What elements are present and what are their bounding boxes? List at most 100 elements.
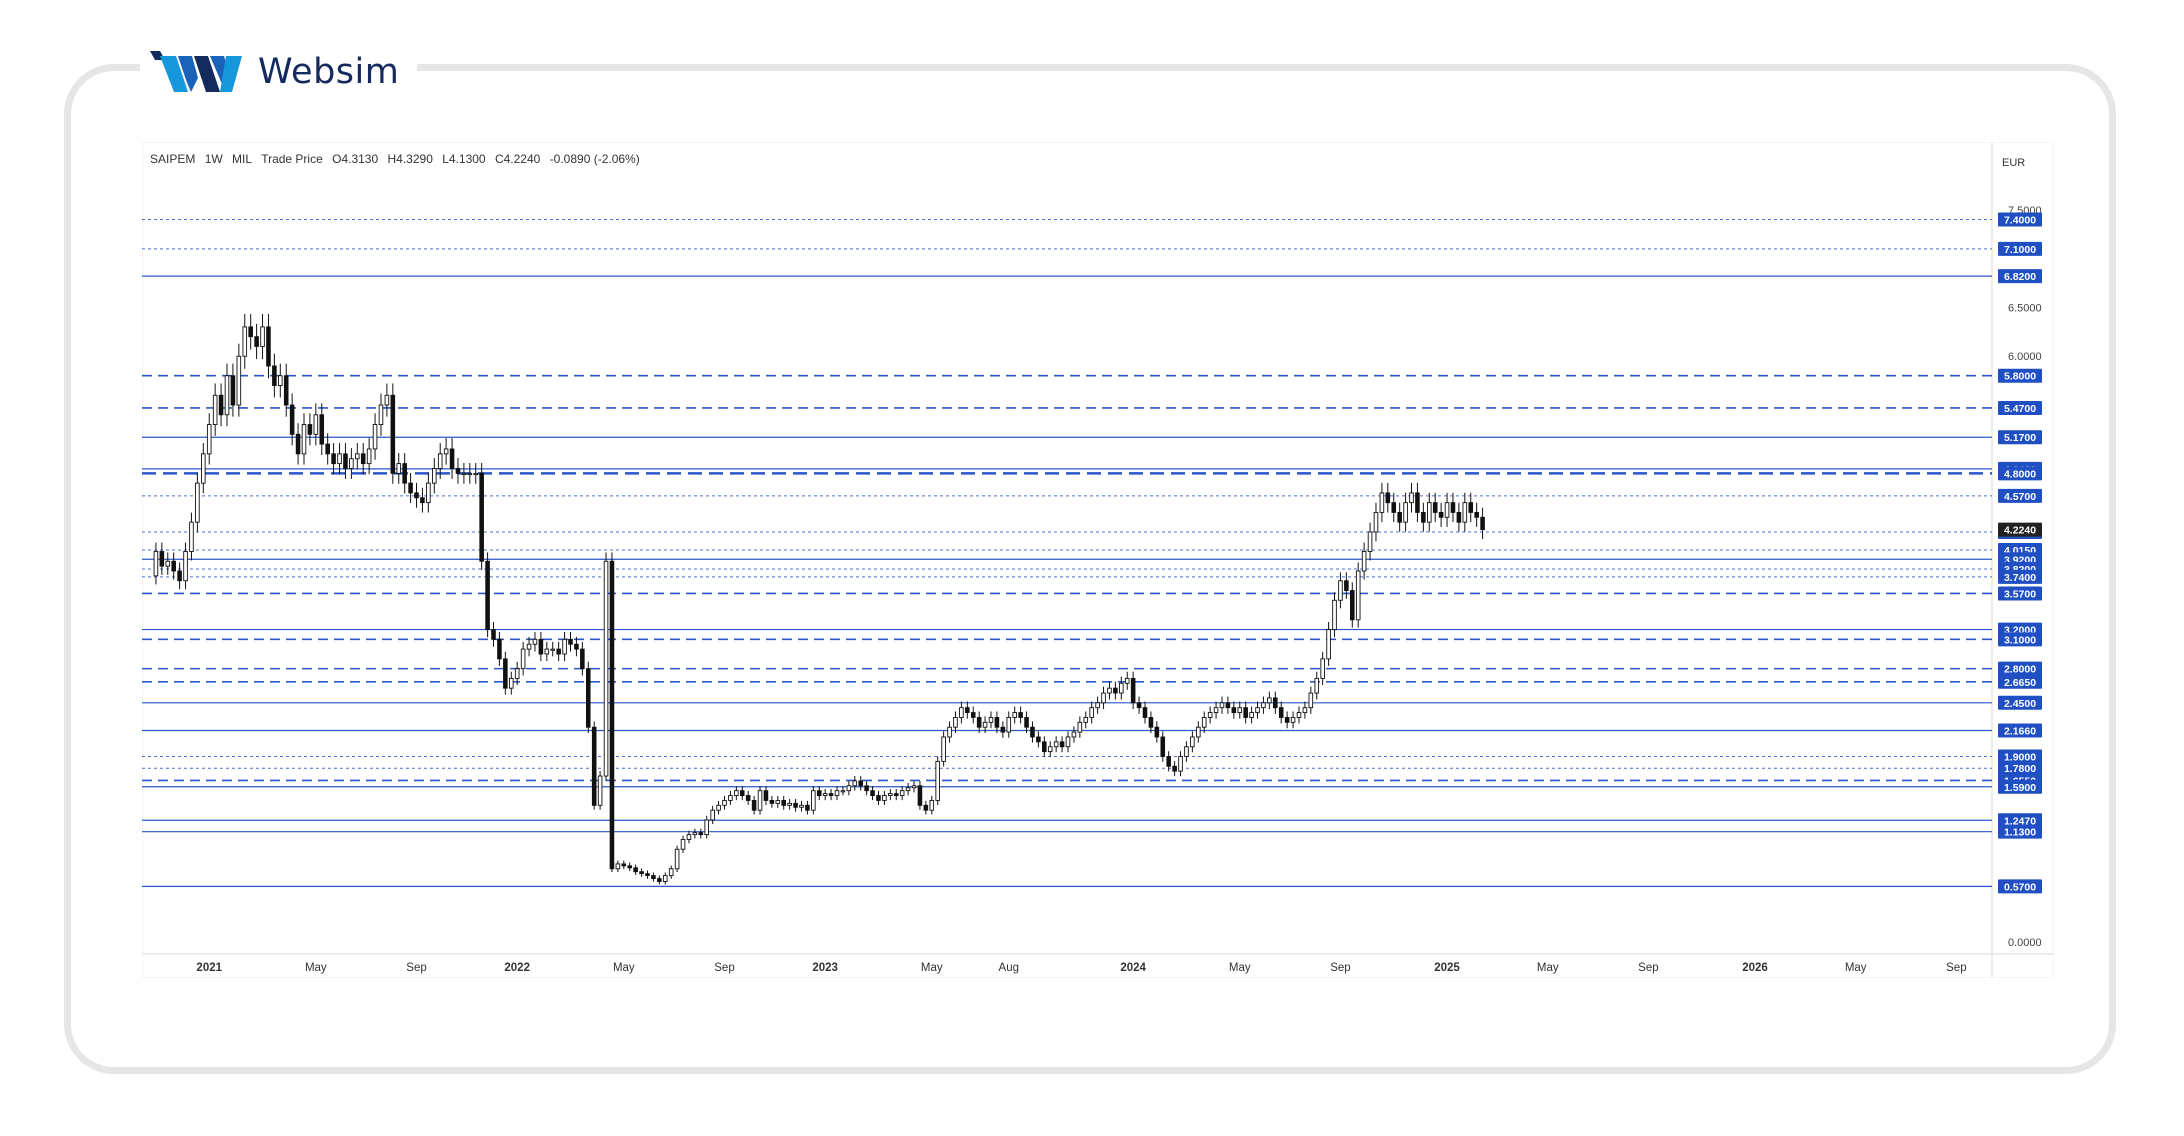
candle-body: [970, 712, 976, 718]
candle-body: [888, 793, 893, 797]
level-label-badge: [1998, 723, 2042, 738]
candle-body: [580, 648, 585, 670]
candle-body: [994, 716, 1000, 728]
candle-body: [1278, 707, 1284, 718]
level-label-text: 1.9000: [2004, 752, 2036, 764]
candle-body: [935, 760, 940, 801]
time-tick-label: Sep: [1638, 962, 1658, 974]
candle-body: [1059, 741, 1065, 748]
level-label-badge: [1998, 695, 2042, 710]
candle-body: [615, 863, 621, 870]
candle-body: [852, 780, 858, 787]
candle-body: [1065, 736, 1071, 748]
candle-body: [1332, 599, 1337, 631]
level-label-text: 1.1300: [2004, 827, 2036, 839]
candle-body: [763, 790, 769, 801]
candle-body: [1338, 580, 1343, 601]
candle-body: [1219, 702, 1225, 709]
candle-body: [1456, 511, 1462, 523]
candle-body: [1367, 531, 1373, 552]
candle-body: [988, 716, 994, 723]
candle-body: [467, 472, 473, 476]
candle-body: [710, 809, 715, 821]
candle-body: [485, 560, 490, 631]
candle-body: [621, 863, 627, 867]
candle-body: [1095, 702, 1100, 709]
legend-low: L4.1300: [442, 152, 486, 166]
level-label-badge: [1998, 269, 2042, 284]
candle-body: [609, 560, 615, 870]
candle-body: [1154, 726, 1160, 738]
candle-body: [562, 638, 567, 655]
level-label-badge: [1998, 761, 2042, 776]
candle-body: [734, 790, 739, 797]
time-tick-label: Sep: [406, 962, 426, 974]
candle-body: [1284, 716, 1290, 723]
candle-body: [189, 521, 194, 552]
price-tick-label: 6.0000: [2008, 351, 2042, 363]
level-label-text: 4.5700: [2004, 491, 2036, 503]
candle-body: [716, 804, 721, 811]
level-label-badge: [1998, 824, 2042, 839]
candle-body: [1397, 511, 1402, 523]
candle-body: [236, 355, 242, 406]
legend-exchange: MIL: [232, 152, 253, 166]
candle-body: [366, 448, 372, 465]
level-label-badge: [1998, 212, 2042, 227]
price-chart[interactable]: 7.5000 6.5000 6.0000 0.0000 EUR 7.4000 7.1000 6…: [142, 142, 2054, 978]
candle-body: [242, 326, 248, 357]
level-label-text: 1.7800: [2004, 763, 2036, 775]
candle-body: [514, 668, 520, 679]
candle-body: [390, 394, 396, 474]
candle-body: [1296, 712, 1302, 718]
level-label-badge: [1998, 632, 2042, 647]
level-label-text: 0.5700: [2004, 881, 2036, 893]
candle-body: [449, 448, 455, 469]
level-label-text: 1.2470: [2004, 815, 2036, 827]
level-label-badge: [1998, 569, 2042, 584]
candle-body: [1474, 511, 1479, 518]
candle-body: [1326, 629, 1331, 660]
candle-body: [248, 326, 253, 338]
candle-body: [1243, 707, 1248, 718]
level-label-text: 7.4000: [2004, 215, 2036, 227]
candle-body: [1290, 716, 1296, 723]
candle-body: [704, 819, 710, 836]
chart-canvas[interactable]: 7.50006.50006.00000.0000EUR7.40007.10006…: [142, 142, 2054, 978]
candle-body: [520, 648, 526, 670]
candle-body: [313, 414, 319, 435]
candle-body: [1190, 736, 1195, 748]
candle-body: [307, 424, 313, 435]
candle-body: [698, 832, 704, 836]
candle-body: [408, 482, 413, 494]
candle-body: [1071, 731, 1077, 738]
level-label-badge: [1998, 241, 2042, 256]
time-tick-label: Sep: [1330, 962, 1350, 974]
candle-body: [378, 404, 384, 426]
candle-body: [911, 785, 917, 789]
candle-body: [585, 668, 591, 728]
candle-body: [1107, 687, 1112, 694]
candle-body: [1042, 741, 1047, 753]
candle-body: [1000, 726, 1006, 733]
candle-body: [402, 463, 407, 484]
candle-body: [479, 472, 484, 562]
candle-body: [905, 787, 911, 792]
candle-body: [1349, 590, 1355, 621]
time-tick-label: Sep: [1946, 962, 1966, 974]
candle-body: [1438, 511, 1444, 518]
candle-body: [651, 875, 656, 879]
candle-body: [206, 424, 212, 455]
level-label-badge: [1998, 430, 2042, 445]
candle-body: [1196, 726, 1201, 738]
candle-body: [349, 458, 354, 469]
time-tick-label: May: [1845, 962, 1867, 974]
candle-body: [1415, 492, 1420, 513]
candle-body: [799, 804, 804, 808]
level-label-badge: [1998, 879, 2042, 894]
candle-body: [793, 802, 798, 808]
level-label-text: 3.1000: [2004, 634, 2036, 646]
time-tick-label: 2025: [1434, 962, 1460, 974]
candle-body: [165, 560, 171, 567]
candle-body: [171, 560, 176, 572]
